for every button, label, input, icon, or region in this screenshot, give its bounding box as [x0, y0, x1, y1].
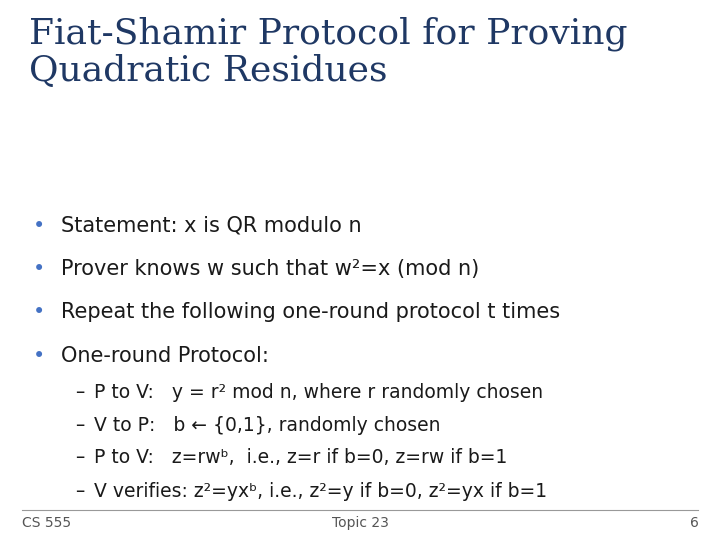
Text: Statement: x is QR modulo n: Statement: x is QR modulo n: [61, 216, 362, 236]
Text: One-round Protocol:: One-round Protocol:: [61, 346, 269, 366]
Text: Prover knows w such that w²=x (mod n): Prover knows w such that w²=x (mod n): [61, 259, 480, 279]
Text: Topic 23: Topic 23: [332, 516, 388, 530]
Text: 6: 6: [690, 516, 698, 530]
Text: P to V:   z=rwᵇ,  i.e., z=r if b=0, z=rw if b=1: P to V: z=rwᵇ, i.e., z=r if b=0, z=rw if…: [94, 448, 507, 467]
Text: Fiat-Shamir Protocol for Proving: Fiat-Shamir Protocol for Proving: [29, 16, 627, 51]
Text: –: –: [76, 383, 85, 402]
Text: Quadratic Residues: Quadratic Residues: [29, 54, 387, 88]
Text: •: •: [32, 346, 45, 366]
Text: –: –: [76, 482, 85, 501]
Text: •: •: [32, 259, 45, 279]
Text: CS 555: CS 555: [22, 516, 71, 530]
Text: –: –: [76, 416, 85, 435]
Text: V to P:   b ← {0,1}, randomly chosen: V to P: b ← {0,1}, randomly chosen: [94, 416, 440, 435]
Text: Repeat the following one-round protocol t times: Repeat the following one-round protocol …: [61, 302, 560, 322]
Text: •: •: [32, 216, 45, 236]
Text: V verifies: z²=yxᵇ, i.e., z²=y if b=0, z²=yx if b=1: V verifies: z²=yxᵇ, i.e., z²=y if b=0, z…: [94, 482, 546, 501]
Text: P to V:   y = r² mod n, where r randomly chosen: P to V: y = r² mod n, where r randomly c…: [94, 383, 543, 402]
Text: –: –: [76, 448, 85, 467]
Text: •: •: [32, 302, 45, 322]
